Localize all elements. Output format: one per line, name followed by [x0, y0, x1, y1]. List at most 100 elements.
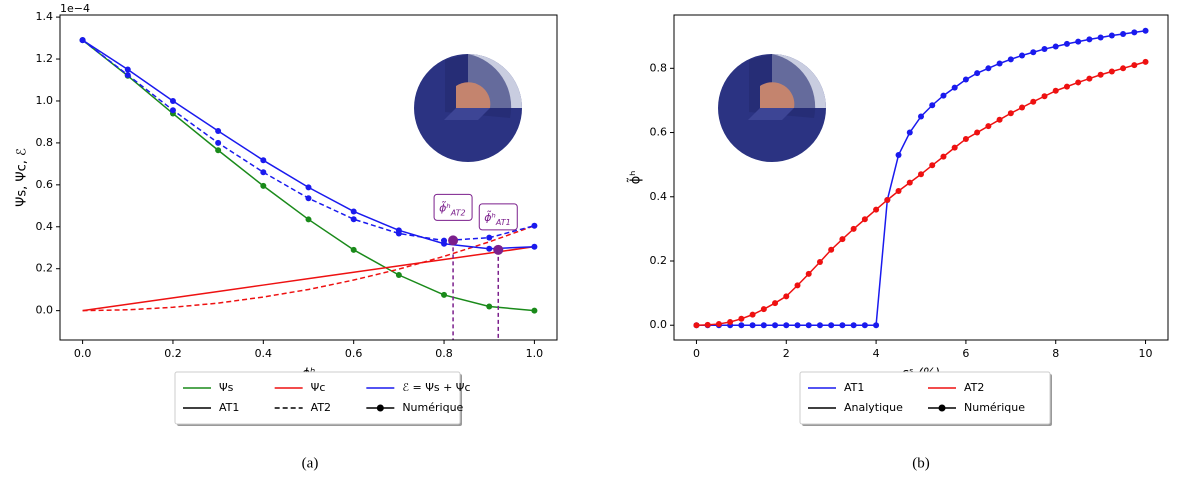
legend-label: AT1: [219, 401, 239, 414]
data-point: [828, 247, 834, 253]
sphere-illustration: [414, 54, 522, 162]
annotation-point: [448, 235, 458, 245]
x-tick-label: 8: [1052, 347, 1059, 360]
sphere-illustration: [718, 54, 826, 162]
data-point: [783, 322, 789, 328]
data-point: [817, 259, 823, 265]
data-point: [985, 123, 991, 129]
data-point: [873, 207, 879, 213]
data-point: [1042, 93, 1048, 99]
data-point: [896, 188, 902, 194]
data-point: [1064, 41, 1070, 47]
subplot-caption: (b): [912, 455, 930, 471]
data-point: [1143, 28, 1149, 34]
data-point: [918, 113, 924, 119]
data-point: [952, 85, 958, 91]
data-point: [851, 322, 857, 328]
data-point: [125, 72, 131, 78]
y-tick-label: 0.8: [36, 136, 54, 149]
data-point: [1053, 43, 1059, 49]
data-point: [963, 136, 969, 142]
x-tick-label: 0.8: [435, 347, 453, 360]
x-tick-label: 0.0: [74, 347, 92, 360]
data-point: [215, 128, 221, 134]
data-point: [940, 154, 946, 160]
y-axis-label: ϕ̃ʰ: [627, 171, 643, 185]
data-point: [1109, 33, 1115, 39]
x-tick-label: 0.4: [255, 347, 273, 360]
y-tick-label: 0.2: [650, 254, 668, 267]
y-tick-label: 1.4: [36, 10, 54, 23]
data-point: [1030, 99, 1036, 105]
legend-label: Numérique: [402, 401, 463, 414]
data-point: [215, 140, 221, 146]
data-point: [306, 184, 312, 190]
data-point: [940, 93, 946, 99]
subplot-caption: (a): [302, 455, 319, 471]
y-tick-label: 0.4: [36, 220, 54, 233]
data-point: [1019, 104, 1025, 110]
x-tick-label: 4: [873, 347, 880, 360]
y-tick-label: 0.6: [36, 178, 54, 191]
y-tick-label: 0.0: [36, 304, 54, 317]
data-point: [750, 322, 756, 328]
x-tick-label: 10: [1139, 347, 1153, 360]
data-point: [441, 292, 447, 298]
legend-label: AT1: [844, 381, 864, 394]
legend-label: Analytique: [844, 401, 903, 414]
data-point: [750, 312, 756, 318]
annotation-subscript: AT2: [450, 208, 466, 217]
data-point: [1120, 31, 1126, 37]
data-point: [1042, 46, 1048, 52]
data-point: [260, 169, 266, 175]
y-tick-label: 0.4: [650, 190, 668, 203]
y-tick-label: 0.8: [650, 61, 668, 74]
data-point: [839, 236, 845, 242]
data-point: [486, 246, 492, 252]
annotation-symbol: ϕ̃ʰ: [439, 200, 451, 214]
data-point: [963, 77, 969, 83]
data-point: [306, 195, 312, 201]
data-point: [918, 171, 924, 177]
legend-marker: [939, 405, 946, 412]
data-point: [1131, 29, 1137, 35]
data-point: [531, 244, 537, 250]
data-point: [952, 145, 958, 151]
data-point: [907, 180, 913, 186]
data-point: [974, 70, 980, 76]
annotation-symbol: ϕ̃ʰ: [484, 210, 496, 224]
y-tick-label: 0.6: [650, 126, 668, 139]
x-tick-label: 1.0: [526, 347, 544, 360]
figure: 0.00.20.40.60.81.00.00.20.40.60.81.01.21…: [0, 0, 1178, 480]
x-tick-label: 0: [693, 347, 700, 360]
data-point: [531, 308, 537, 314]
data-point: [1030, 49, 1036, 55]
data-point: [783, 293, 789, 299]
data-point: [896, 152, 902, 158]
data-point: [873, 322, 879, 328]
legend-label: ℰ = Ψs + Ψc: [402, 381, 470, 394]
data-point: [170, 98, 176, 104]
x-tick-label: 0.2: [164, 347, 182, 360]
data-point: [441, 238, 447, 244]
data-point: [80, 37, 86, 43]
data-point: [817, 322, 823, 328]
data-point: [1098, 34, 1104, 40]
data-point: [1064, 84, 1070, 90]
data-point: [693, 322, 699, 328]
data-point: [828, 322, 834, 328]
y-tick-label: 1.0: [36, 94, 54, 107]
data-point: [531, 223, 537, 229]
data-point: [974, 130, 980, 136]
data-point: [862, 322, 868, 328]
data-point: [486, 235, 492, 241]
data-point: [761, 306, 767, 312]
data-point: [772, 300, 778, 306]
data-point: [486, 303, 492, 309]
data-point: [1098, 72, 1104, 78]
data-point: [1109, 69, 1115, 75]
legend-label: Numérique: [964, 401, 1025, 414]
data-point: [1008, 56, 1014, 62]
data-point: [716, 321, 722, 327]
data-point: [907, 130, 913, 136]
